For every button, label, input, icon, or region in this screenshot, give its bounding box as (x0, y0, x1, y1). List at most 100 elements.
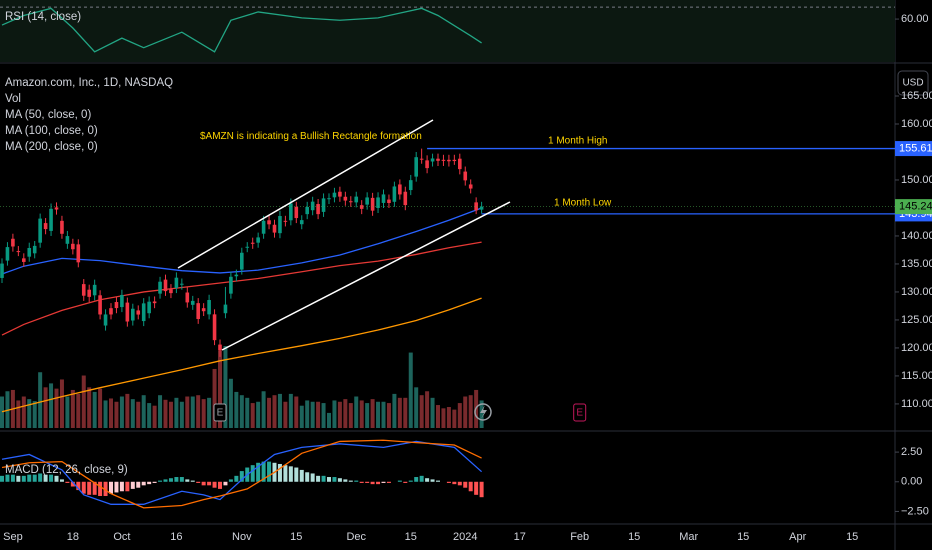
annotation: $AMZN is indicating a Bullish Rectangle … (200, 131, 422, 142)
dividend-icon (474, 403, 492, 421)
histogram-bar (59, 479, 64, 482)
volume-bar (250, 403, 255, 428)
histogram-bar (327, 477, 331, 482)
volume-bar (457, 403, 462, 428)
volume-bar (5, 391, 10, 428)
candle-body (114, 302, 119, 309)
volume-bar (185, 396, 190, 428)
volume-bar (294, 396, 299, 428)
volume-bar (261, 391, 266, 428)
histogram-bar (267, 461, 272, 482)
candle-body (240, 252, 244, 270)
symbol-title: Amazon.com, Inc., 1D, NASDAQ (5, 77, 173, 89)
histogram-bar (283, 465, 288, 482)
histogram-bar (218, 481, 222, 489)
volume-bar (354, 396, 359, 428)
volume-title: Vol (5, 93, 21, 105)
earnings-marker (213, 403, 227, 422)
volume-bar (228, 378, 233, 428)
candle-body (185, 292, 190, 303)
histogram-bar (250, 465, 255, 482)
volume-bar (327, 412, 331, 428)
volume-bar (87, 387, 92, 428)
histogram-bar (288, 466, 293, 482)
histogram-bar (408, 480, 413, 482)
histogram-bar (261, 461, 266, 482)
histogram-bar (38, 473, 43, 482)
candle-body (0, 263, 4, 278)
candle-body (49, 208, 53, 231)
histogram-bar (430, 479, 435, 482)
volume-bar (463, 396, 468, 428)
candle-body (354, 196, 359, 203)
candle-body (163, 279, 168, 292)
candle-body (289, 203, 293, 221)
histogram-bar (479, 481, 484, 498)
candle-body (392, 186, 397, 202)
y-tick-label: 130.00 (901, 286, 932, 298)
reference-label: 1 Month Low (554, 198, 612, 209)
histogram-bar (87, 481, 92, 495)
rsi-line (1, 7, 482, 53)
candle-body (387, 199, 391, 203)
candle-body (98, 295, 102, 315)
histogram-bar (419, 475, 424, 482)
candle-body (141, 303, 146, 322)
candle-body (190, 300, 195, 305)
moving-average (1, 241, 482, 336)
x-tick-label: 15 (405, 531, 417, 543)
candle-body (223, 304, 228, 314)
histogram-bar (76, 481, 81, 491)
histogram-bar (5, 474, 10, 482)
currency-button[interactable] (897, 70, 929, 96)
volume-bar (152, 405, 157, 428)
candle-body (250, 242, 255, 244)
volume-bar (54, 388, 59, 428)
volume-bar (408, 352, 413, 428)
volume-bar (376, 401, 381, 428)
volume-bar (245, 397, 250, 428)
candle-body (16, 251, 21, 253)
histogram-bar (403, 481, 408, 483)
x-tick-label: Dec (346, 531, 366, 543)
candle-body (43, 223, 48, 230)
candle-body (54, 207, 59, 210)
histogram-bar (414, 477, 419, 482)
volume-bar (403, 397, 408, 428)
candle-body (196, 303, 200, 319)
legend-entry: MA (50, close, 0) (5, 109, 91, 121)
reference-label: 1 Month High (548, 136, 607, 147)
volume-bar (212, 368, 217, 428)
histogram-bar (310, 473, 315, 482)
candle-body (370, 197, 375, 211)
histogram-bar (468, 481, 473, 492)
histogram-bar (125, 481, 130, 492)
candle-body (169, 289, 173, 294)
volume-bar (430, 397, 435, 428)
histogram-bar (223, 481, 228, 486)
y-tick-label: 120.00 (901, 342, 932, 354)
candle-body (147, 301, 151, 314)
volume-bar (299, 405, 304, 428)
y-tick-label: 135.00 (901, 258, 932, 270)
volume-bar (32, 401, 37, 428)
x-tick-label: 2024 (453, 531, 477, 543)
candle-body (419, 158, 424, 160)
histogram-bar (54, 475, 59, 482)
candle-body (60, 220, 64, 234)
volume-bar (392, 393, 397, 428)
currency[interactable]: USD (902, 78, 923, 89)
histogram-bar (196, 481, 201, 483)
histogram-bar (147, 481, 152, 485)
volume-bar (190, 396, 195, 428)
earnings-label: E (576, 408, 583, 419)
candle-body (81, 284, 86, 296)
candle-body (38, 218, 42, 243)
volume-bar (446, 407, 451, 428)
x-tick-label: 17 (514, 531, 526, 543)
candle-body (267, 220, 271, 225)
volume-bar (343, 399, 348, 428)
histogram-bar (152, 481, 157, 483)
volume-bar (147, 403, 152, 428)
volume-bar (365, 403, 370, 428)
